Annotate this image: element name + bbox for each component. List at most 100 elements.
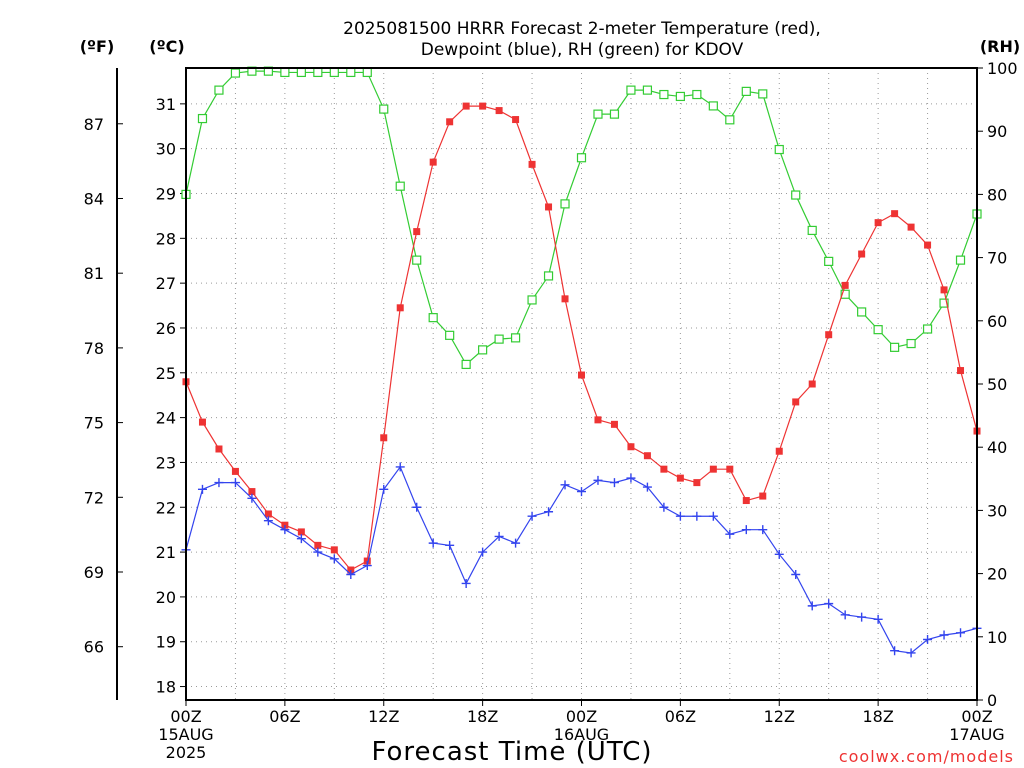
dewpoint-series xyxy=(181,462,982,658)
dewpoint-point xyxy=(214,478,224,488)
temperature-point xyxy=(627,443,635,451)
temperature-point xyxy=(610,420,618,428)
x-tick-label: 12Z xyxy=(764,707,795,726)
chart-title-line2: Dewpoint (blue), RH (green) for KDOV xyxy=(421,40,744,60)
rh-tick-label: 80 xyxy=(987,185,1007,204)
dewpoint-point xyxy=(428,538,438,548)
dewpoint-point xyxy=(412,502,422,512)
x-tick-label: 00Z xyxy=(566,707,597,726)
dewpoint-point xyxy=(494,531,504,541)
rh-point xyxy=(313,67,323,78)
dewpoint-point xyxy=(675,511,685,521)
dewpoint-point xyxy=(379,484,389,494)
fahrenheit-tick-label: 69 xyxy=(84,563,104,582)
rh-point xyxy=(214,85,224,95)
dewpoint-point xyxy=(774,549,784,559)
rh-point xyxy=(922,324,933,334)
temperature-point xyxy=(858,250,866,258)
temperature-point xyxy=(446,118,454,126)
rh-point xyxy=(609,109,620,119)
temperature-point xyxy=(561,295,569,303)
rh-point xyxy=(230,68,241,78)
celsius-tick-label: 24 xyxy=(156,409,176,428)
temperature-point xyxy=(297,528,305,536)
temperature-point xyxy=(264,510,272,518)
x-tick-label: 17AUG xyxy=(949,725,1004,744)
rh-point xyxy=(445,330,455,340)
rh-tick-label: 50 xyxy=(987,375,1007,394)
temperature-point xyxy=(413,228,421,236)
temperature-point xyxy=(891,210,899,218)
rh-point xyxy=(741,86,751,96)
rh-point xyxy=(824,256,834,266)
dewpoint-point xyxy=(741,525,751,535)
rh-point xyxy=(675,91,685,102)
dewpoint-point xyxy=(362,561,372,571)
rh-point xyxy=(560,199,570,209)
temperature-point xyxy=(957,367,965,375)
fahrenheit-tick-label: 84 xyxy=(84,189,104,208)
rh-point xyxy=(428,313,438,323)
fahrenheit-tick-label: 81 xyxy=(84,264,104,283)
x-tick-label: 18Z xyxy=(862,707,893,726)
rh-point xyxy=(510,333,521,343)
temperature-point xyxy=(907,223,915,231)
dewpoint-point xyxy=(478,547,488,557)
temperature-point xyxy=(874,219,882,227)
fahrenheit-tick-label: 75 xyxy=(84,414,104,433)
dewpoint-point xyxy=(560,480,570,490)
rh-point xyxy=(791,190,801,200)
rh-point xyxy=(626,85,636,95)
dewpoint-point xyxy=(577,487,586,497)
celsius-tick-label: 22 xyxy=(156,498,176,517)
temperature-point xyxy=(479,102,487,110)
temperature-point xyxy=(248,488,256,496)
fahrenheit-tick-label: 87 xyxy=(84,115,104,134)
dewpoint-point xyxy=(857,612,867,622)
celsius-tick-label: 19 xyxy=(156,633,176,652)
rh-tick-label: 40 xyxy=(987,438,1007,457)
dewpoint-point xyxy=(263,516,273,526)
rh-point xyxy=(708,101,718,111)
dewpoint-point xyxy=(280,525,290,535)
dewpoint-point xyxy=(708,511,718,521)
rh-tick-label: 60 xyxy=(987,312,1007,331)
dewpoint-point xyxy=(313,547,323,557)
temperature-point xyxy=(726,465,734,473)
fahrenheit-tick-label: 78 xyxy=(84,339,104,358)
rh-point xyxy=(280,67,290,78)
rh-tick-label: 70 xyxy=(987,249,1007,268)
celsius-tick-label: 28 xyxy=(156,229,176,248)
temperature-point xyxy=(528,160,536,168)
dewpoint-point xyxy=(906,648,916,658)
grid-lines xyxy=(186,68,977,700)
rh-point xyxy=(395,181,405,191)
x-tick-label: 2025 xyxy=(166,743,207,762)
temperature-point xyxy=(512,116,520,124)
dewpoint-point xyxy=(445,540,455,550)
rh-point xyxy=(659,89,669,100)
celsius-tick-label: 30 xyxy=(156,140,176,159)
x-tick-label: 12Z xyxy=(368,707,399,726)
dewpoint-point xyxy=(758,525,768,535)
rh-point xyxy=(478,345,488,355)
temperature-point xyxy=(462,102,470,110)
dewpoint-point xyxy=(642,482,652,492)
dewpoint-point xyxy=(939,630,949,640)
rh-tick-label: 0 xyxy=(987,691,997,710)
dewpoint-point xyxy=(230,478,240,488)
rh-tick-label: 20 xyxy=(987,565,1007,584)
dewpoint-point xyxy=(807,601,817,611)
celsius-tick-label: 29 xyxy=(156,185,176,204)
rh-point xyxy=(939,298,949,308)
rh-point xyxy=(362,67,372,78)
dewpoint-point xyxy=(197,484,207,494)
celsius-tick-label: 27 xyxy=(156,274,176,293)
rh-point xyxy=(593,109,603,119)
temperature-point xyxy=(808,380,816,388)
rh-point xyxy=(197,113,208,124)
x-tick-label: 00Z xyxy=(170,707,201,726)
rh-point xyxy=(494,334,504,344)
rh-point xyxy=(346,67,356,78)
